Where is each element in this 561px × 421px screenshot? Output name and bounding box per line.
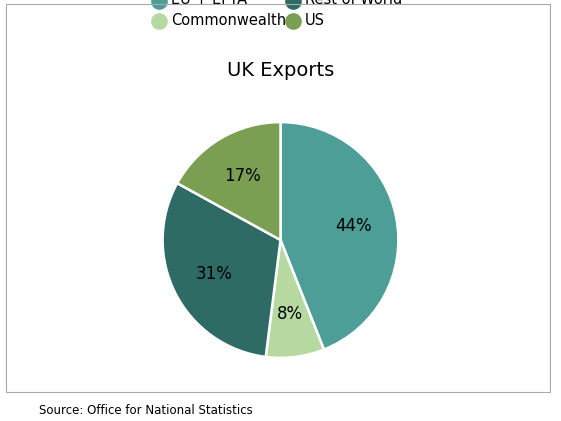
Text: 31%: 31%	[196, 265, 233, 282]
Title: UK Exports: UK Exports	[227, 61, 334, 80]
Text: 17%: 17%	[224, 167, 261, 185]
Text: Source: Office for National Statistics: Source: Office for National Statistics	[39, 404, 253, 417]
Legend: EU + EFTA, Commonwealth, Rest of World, US: EU + EFTA, Commonwealth, Rest of World, …	[155, 0, 406, 32]
Wedge shape	[280, 122, 398, 349]
Wedge shape	[163, 183, 280, 357]
Wedge shape	[177, 122, 280, 240]
Text: 8%: 8%	[277, 305, 303, 322]
Wedge shape	[266, 240, 324, 358]
Text: 44%: 44%	[335, 217, 372, 235]
